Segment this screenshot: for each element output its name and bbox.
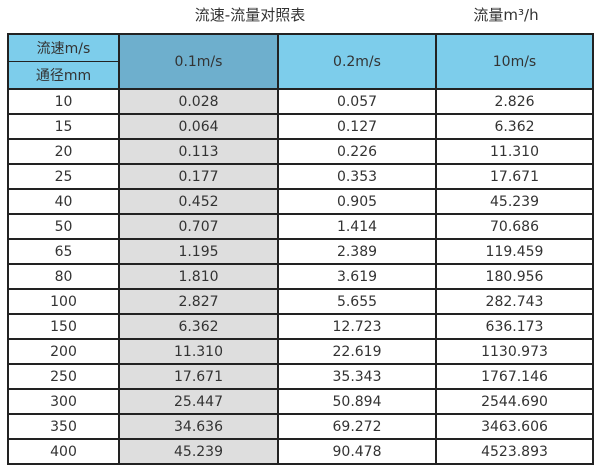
flow-value-cell: 0.113 bbox=[118, 138, 279, 165]
page-title: 流速-流量对照表 bbox=[194, 6, 306, 24]
flow-value-cell: 17.671 bbox=[118, 363, 279, 390]
table-row: 150 6.362 12.723 636.173 bbox=[7, 313, 594, 340]
flow-unit-title: 流量m³/h bbox=[473, 6, 539, 24]
table-row: 250 17.671 35.343 1767.146 bbox=[7, 363, 594, 390]
flow-value-cell: 3463.606 bbox=[435, 413, 594, 440]
flow-value-cell: 6.362 bbox=[435, 113, 594, 140]
table-row: 400 45.239 90.478 4523.893 bbox=[7, 438, 594, 465]
diameter-cell: 10 bbox=[7, 88, 120, 115]
header-corner-cell: 流速m/s 通径mm bbox=[7, 33, 120, 90]
header-velocity-0.1: 0.1m/s bbox=[118, 33, 279, 90]
title-bar: 流速-流量对照表 流量m³/h bbox=[0, 0, 600, 33]
diameter-cell: 25 bbox=[7, 163, 120, 190]
diameter-cell: 50 bbox=[7, 213, 120, 240]
table-row: 25 0.177 0.353 17.671 bbox=[7, 163, 594, 190]
flow-value-cell: 0.028 bbox=[118, 88, 279, 115]
header-velocity-10: 10m/s bbox=[435, 33, 594, 90]
diameter-cell: 65 bbox=[7, 238, 120, 265]
flow-value-cell: 0.905 bbox=[277, 188, 437, 215]
flow-value-cell: 45.239 bbox=[435, 188, 594, 215]
table-row: 20 0.113 0.226 11.310 bbox=[7, 138, 594, 165]
flow-value-cell: 69.272 bbox=[277, 413, 437, 440]
flow-value-cell: 70.686 bbox=[435, 213, 594, 240]
diameter-cell: 400 bbox=[7, 438, 120, 465]
diameter-cell: 20 bbox=[7, 138, 120, 165]
table-row: 350 34.636 69.272 3463.606 bbox=[7, 413, 594, 440]
table-body: 10 0.028 0.057 2.826 15 0.064 0.127 6.362 20 0.11… bbox=[7, 88, 594, 465]
diameter-cell: 250 bbox=[7, 363, 120, 390]
flow-value-cell: 0.177 bbox=[118, 163, 279, 190]
diameter-unit-label: 通径mm bbox=[35, 67, 92, 84]
diameter-cell: 350 bbox=[7, 413, 120, 440]
flow-value-cell: 1130.973 bbox=[435, 338, 594, 365]
flow-value-cell: 4523.893 bbox=[435, 438, 594, 465]
flow-value-cell: 2544.690 bbox=[435, 388, 594, 415]
flow-value-cell: 90.478 bbox=[277, 438, 437, 465]
flow-value-cell: 0.064 bbox=[118, 113, 279, 140]
header-velocity-0.2: 0.2m/s bbox=[277, 33, 437, 90]
diameter-cell: 40 bbox=[7, 188, 120, 215]
diameter-cell: 300 bbox=[7, 388, 120, 415]
diameter-cell: 150 bbox=[7, 313, 120, 340]
flow-value-cell: 180.956 bbox=[435, 263, 594, 290]
flow-value-cell: 12.723 bbox=[277, 313, 437, 340]
table-row: 50 0.707 1.414 70.686 bbox=[7, 213, 594, 240]
diameter-cell: 100 bbox=[7, 288, 120, 315]
flow-value-cell: 0.353 bbox=[277, 163, 437, 190]
flow-value-cell: 0.707 bbox=[118, 213, 279, 240]
diameter-cell: 15 bbox=[7, 113, 120, 140]
flow-value-cell: 282.743 bbox=[435, 288, 594, 315]
flow-value-cell: 2.827 bbox=[118, 288, 279, 315]
flow-value-cell: 25.447 bbox=[118, 388, 279, 415]
flow-value-cell: 1767.146 bbox=[435, 363, 594, 390]
flow-value-cell: 0.057 bbox=[277, 88, 437, 115]
table-header: 流速m/s 通径mm 0.1m/s 0.2m/s 10m/s bbox=[7, 33, 594, 90]
flow-value-cell: 3.619 bbox=[277, 263, 437, 290]
flow-value-cell: 22.619 bbox=[277, 338, 437, 365]
flow-value-cell: 119.459 bbox=[435, 238, 594, 265]
flow-rate-table: 流速m/s 通径mm 0.1m/s 0.2m/s 10m/s 10 0.028 0.… bbox=[7, 33, 594, 465]
table-row: 300 25.447 50.894 2544.690 bbox=[7, 388, 594, 415]
flow-value-cell: 45.239 bbox=[118, 438, 279, 465]
flow-value-cell: 0.226 bbox=[277, 138, 437, 165]
flow-value-cell: 5.655 bbox=[277, 288, 437, 315]
flow-value-cell: 50.894 bbox=[277, 388, 437, 415]
flow-value-cell: 2.389 bbox=[277, 238, 437, 265]
table-row: 200 11.310 22.619 1130.973 bbox=[7, 338, 594, 365]
flow-value-cell: 1.195 bbox=[118, 238, 279, 265]
flow-value-cell: 17.671 bbox=[435, 163, 594, 190]
flow-value-cell: 0.127 bbox=[277, 113, 437, 140]
velocity-unit-label: 流速m/s bbox=[10, 36, 117, 62]
table-row: 15 0.064 0.127 6.362 bbox=[7, 113, 594, 140]
table-row: 10 0.028 0.057 2.826 bbox=[7, 88, 594, 115]
table-row: 100 2.827 5.655 282.743 bbox=[7, 288, 594, 315]
diameter-cell: 80 bbox=[7, 263, 120, 290]
flow-value-cell: 34.636 bbox=[118, 413, 279, 440]
flow-value-cell: 636.173 bbox=[435, 313, 594, 340]
flow-value-cell: 6.362 bbox=[118, 313, 279, 340]
flow-value-cell: 1.414 bbox=[277, 213, 437, 240]
flow-value-cell: 11.310 bbox=[435, 138, 594, 165]
flow-value-cell: 11.310 bbox=[118, 338, 279, 365]
table-row: 65 1.195 2.389 119.459 bbox=[7, 238, 594, 265]
diameter-cell: 200 bbox=[7, 338, 120, 365]
flow-value-cell: 0.452 bbox=[118, 188, 279, 215]
flow-value-cell: 35.343 bbox=[277, 363, 437, 390]
table-row: 80 1.810 3.619 180.956 bbox=[7, 263, 594, 290]
flow-value-cell: 2.826 bbox=[435, 88, 594, 115]
header-row: 流速m/s 通径mm 0.1m/s 0.2m/s 10m/s bbox=[7, 33, 594, 90]
table-row: 40 0.452 0.905 45.239 bbox=[7, 188, 594, 215]
flow-value-cell: 1.810 bbox=[118, 263, 279, 290]
